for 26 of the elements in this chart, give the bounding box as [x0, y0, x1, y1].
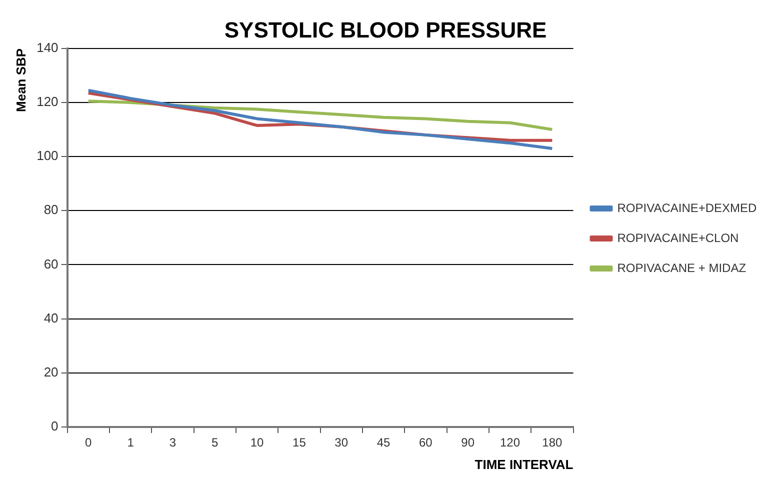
x-tick-label: 1: [127, 436, 134, 450]
y-tick-label: 60: [44, 256, 58, 272]
y-tick-label: 140: [36, 40, 58, 55]
y-tick-label: 100: [36, 148, 58, 164]
x-tick-label: 60: [419, 436, 433, 450]
x-tick-label: 180: [542, 436, 562, 450]
y-tick-label: 40: [44, 310, 58, 326]
x-tick-label: 15: [292, 436, 306, 450]
x-tick-label: 0: [85, 436, 92, 450]
y-axis-title: Mean SBP: [13, 48, 28, 112]
x-tick-label: 120: [500, 436, 520, 450]
chart-title: SYSTOLIC BLOOD PRESSURE: [224, 17, 547, 42]
legend-label: ROPIVACANE + MIDAZ: [617, 260, 746, 275]
y-tick-label: 0: [51, 418, 58, 434]
y-tick-label: 120: [36, 94, 58, 110]
legend-label: ROPIVACAINE+CLON: [617, 230, 739, 245]
x-tick-label: 5: [212, 436, 219, 450]
x-tick-label: 45: [376, 436, 391, 450]
y-tick-label: 20: [44, 364, 58, 380]
x-tick-label: 10: [250, 436, 264, 450]
x-axis-title: TIME INTERVAL: [474, 456, 574, 472]
x-tick-label: 3: [169, 436, 176, 450]
y-tick-label: 80: [44, 202, 58, 218]
x-tick-label: 90: [461, 436, 475, 450]
legend-label: ROPIVACAINE+DEXMED: [617, 200, 758, 215]
x-tick-label: 30: [334, 436, 348, 450]
